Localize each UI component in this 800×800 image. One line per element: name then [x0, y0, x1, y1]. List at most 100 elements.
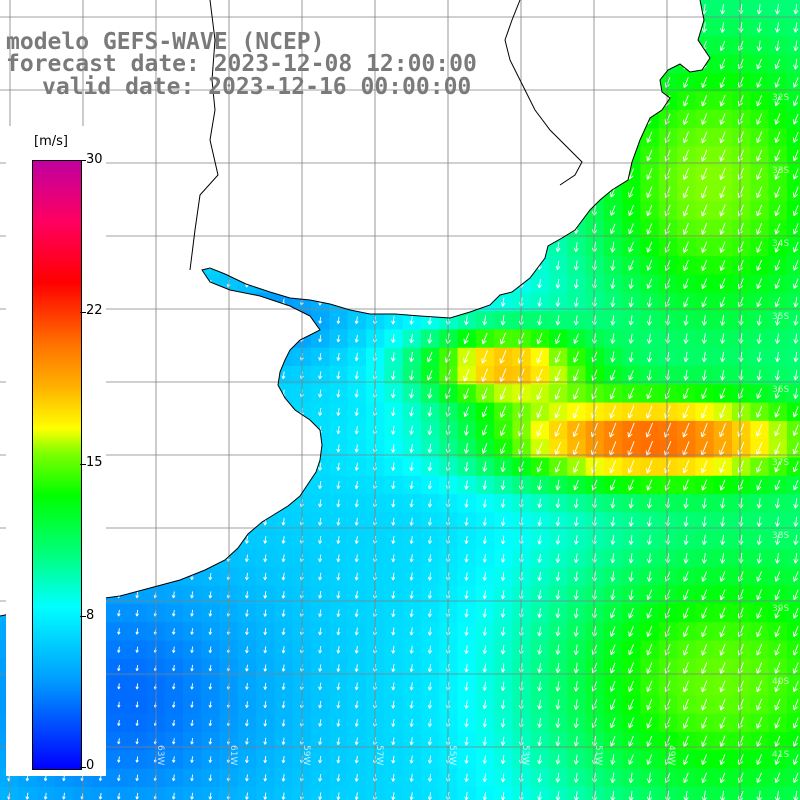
wind-arrow [245, 664, 249, 672]
wind-arrow [354, 719, 359, 727]
wind-arrow [609, 369, 616, 381]
wind-arrow [263, 536, 268, 544]
wind-arrow [537, 681, 543, 692]
wind-arrow [591, 387, 598, 400]
wind-arrow [263, 591, 268, 599]
wind-arrow [792, 113, 799, 125]
wind-arrow [318, 316, 322, 324]
wind-arrow [664, 735, 671, 747]
wind-arrow [135, 646, 139, 653]
field-cell [786, 201, 800, 221]
wind-arrow [774, 22, 781, 33]
wind-arrow [628, 662, 634, 674]
wind-arrow [409, 316, 414, 325]
wind-arrow [409, 443, 414, 453]
wind-arrow [391, 773, 396, 782]
wind-arrow [793, 40, 799, 52]
wind-arrow [682, 698, 689, 711]
wind-arrow [792, 168, 799, 180]
wind-arrow [263, 646, 268, 654]
wind-arrow [719, 479, 726, 491]
latitude-label: 37S [772, 458, 789, 468]
wind-arrow [263, 627, 268, 636]
wind-arrow [774, 643, 781, 656]
wind-arrow [482, 718, 488, 728]
wind-arrow [500, 608, 506, 618]
wind-arrow [701, 95, 708, 107]
wind-arrow [427, 554, 432, 563]
wind-arrow [409, 388, 414, 399]
wind-arrow [573, 297, 579, 307]
wind-arrow [628, 644, 634, 656]
wind-arrow [336, 737, 341, 746]
wind-arrow [737, 186, 744, 199]
wind-arrow [263, 609, 268, 617]
wind-arrow [720, 333, 726, 344]
wind-arrow [628, 791, 634, 800]
wind-arrow [464, 718, 469, 728]
wind-arrow [701, 222, 708, 235]
wind-arrow [190, 664, 194, 672]
wind-arrow [719, 241, 726, 253]
wind-arrow [701, 131, 708, 144]
wind-arrow [554, 387, 561, 400]
wind-arrow [683, 278, 689, 290]
wind-arrow [610, 736, 616, 747]
wind-arrow [172, 719, 176, 727]
wind-arrow [354, 389, 359, 398]
wind-arrow [391, 462, 396, 471]
wind-arrow [646, 260, 653, 271]
wind-arrow [719, 460, 726, 474]
wind-arrow [481, 424, 488, 436]
wind-arrow [190, 609, 194, 617]
wind-arrow [482, 499, 487, 508]
wind-arrow [573, 242, 579, 253]
wind-arrow [409, 517, 414, 526]
wind-arrow [719, 405, 726, 419]
wind-arrow [701, 479, 708, 491]
wind-arrow [664, 113, 671, 125]
coastline [0, 0, 711, 617]
wind-arrow [208, 737, 213, 745]
wind-arrow [719, 186, 726, 199]
wind-arrow [354, 371, 359, 380]
wind-arrow [719, 571, 726, 582]
wind-arrow [610, 589, 616, 601]
wind-arrow [555, 315, 561, 326]
wind-arrow [354, 773, 359, 782]
field-cell [786, 183, 800, 202]
wind-arrow [391, 755, 396, 764]
wind-arrow [664, 662, 671, 674]
field-cell [786, 658, 800, 678]
field-cell [786, 420, 800, 440]
wind-arrow [719, 167, 726, 181]
wind-arrow [208, 664, 213, 672]
longitude-label: 53W [520, 745, 530, 765]
wind-arrow [391, 480, 396, 490]
wind-arrow [720, 351, 726, 363]
wind-arrow [664, 223, 671, 235]
wind-arrow [628, 278, 634, 290]
wind-arrow [555, 333, 561, 345]
wind-arrow [171, 774, 176, 782]
wind-arrow [683, 589, 689, 601]
wind-arrow [701, 754, 708, 766]
wind-arrow [591, 351, 598, 363]
wind-arrow [336, 627, 341, 636]
wind-arrow [391, 554, 396, 563]
wind-arrow [336, 774, 341, 782]
wind-arrow [609, 644, 616, 656]
wind-arrow [281, 554, 286, 563]
wind-arrow [664, 589, 671, 601]
wind-arrow [775, 351, 781, 363]
wind-arrow [573, 387, 580, 400]
wind-arrow [318, 462, 323, 471]
wind-arrow [664, 698, 671, 711]
colorbar-legend: [m/s] 30 22 15 8 0 [6, 126, 106, 776]
wind-arrow [427, 480, 433, 490]
wind-arrow [336, 645, 341, 654]
wind-arrow [719, 754, 726, 766]
wind-arrow [774, 315, 781, 326]
wind-arrow [318, 407, 323, 416]
